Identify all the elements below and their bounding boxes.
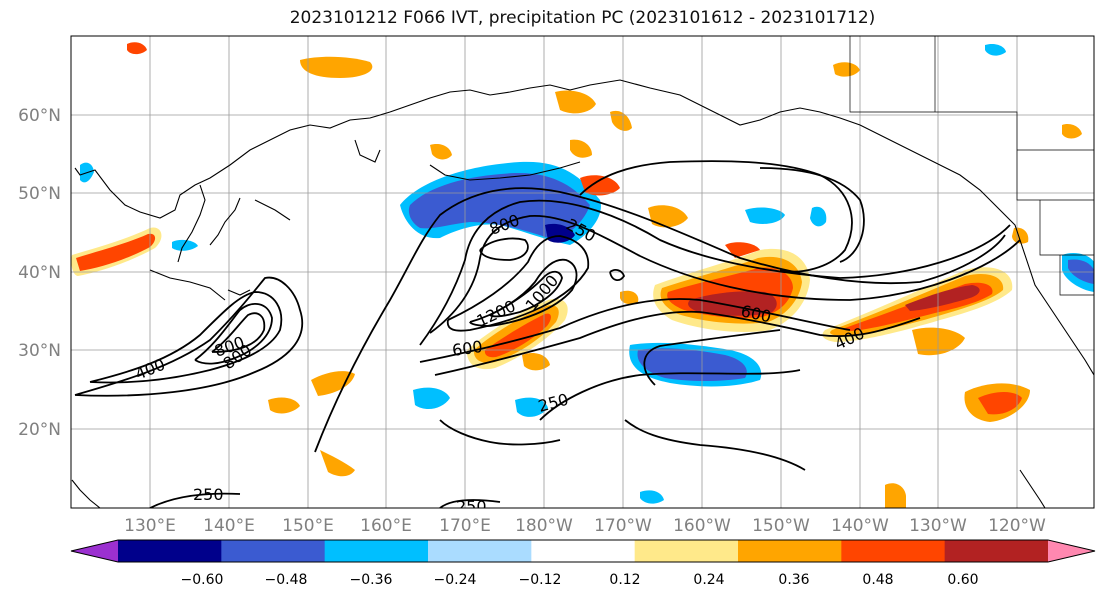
longitude-labels: 130°E 140°E 150°E 160°E 170°E 180°W 170°… <box>124 516 1046 536</box>
colorbar-segments <box>70 539 1096 563</box>
colorbar-tick-label: 0.48 <box>862 572 893 588</box>
lon-label: 130°E <box>124 516 176 536</box>
lat-label: 20°N <box>18 420 61 440</box>
ivt-contours <box>74 160 1021 508</box>
lon-label: 180°W <box>515 516 573 536</box>
latitude-labels: 60°N 50°N 40°N 30°N 20°N <box>18 106 61 440</box>
contour-label: 250 <box>193 485 224 504</box>
colorbar-tick-label: −0.12 <box>519 572 562 588</box>
colorbar-segment <box>944 540 1049 562</box>
colorbar-outline <box>70 539 1096 563</box>
colorbar-tick-label: 0.60 <box>947 572 978 588</box>
colorbar-segment <box>324 540 429 562</box>
lon-label: 140°W <box>831 516 889 536</box>
colorbar-segment <box>118 540 222 562</box>
colorbar-tick-label: −0.36 <box>350 572 393 588</box>
political-borders <box>849 36 1094 296</box>
colorbar-tick-label: −0.60 <box>181 572 224 588</box>
colorbar-tick-label: −0.48 <box>265 572 308 588</box>
colorbar-segment <box>634 540 739 562</box>
colorbar-tick-labels: −0.60 −0.48 −0.36 −0.24 −0.12 0.12 0.24 … <box>181 572 979 588</box>
colorbar-segment <box>221 540 326 562</box>
lon-label: 130°W <box>909 516 967 536</box>
colorbar-segment <box>841 540 946 562</box>
colorbar-segment <box>531 540 636 562</box>
lon-label: 120°W <box>988 516 1046 536</box>
colorbar-tick-label: 0.12 <box>609 572 640 588</box>
colorbar-tick-label: 0.36 <box>778 572 809 588</box>
lon-label: 170°E <box>439 516 491 536</box>
lat-label: 50°N <box>18 184 61 204</box>
contour-label: 250 <box>456 497 487 516</box>
graticule <box>71 36 1094 508</box>
map-frame <box>70 35 1095 509</box>
lon-label: 140°E <box>203 516 255 536</box>
lon-label: 160°E <box>360 516 412 536</box>
lat-label: 60°N <box>18 106 61 126</box>
colorbar-extend-min <box>71 540 118 562</box>
colorbar: −0.60 −0.48 −0.36 −0.24 −0.12 0.12 0.24 … <box>70 539 1096 588</box>
map-title: 2023101212 F066 IVT, precipitation PC (2… <box>289 8 876 28</box>
lon-label: 170°W <box>594 516 652 536</box>
colorbar-segment <box>738 540 842 562</box>
map-area: 250 250 250 250 400 400 600 600 800 800 … <box>71 36 1094 516</box>
contour-label: 600 <box>451 337 484 360</box>
lon-label: 150°W <box>752 516 810 536</box>
colorbar-segment <box>428 540 532 562</box>
colorbar-tick-label: 0.24 <box>693 572 724 588</box>
coastlines <box>71 79 1094 508</box>
lon-label: 160°W <box>673 516 731 536</box>
lon-label: 150°E <box>282 516 334 536</box>
lat-label: 30°N <box>18 341 61 361</box>
lat-label: 40°N <box>18 263 61 283</box>
colorbar-tick-label: −0.24 <box>434 572 477 588</box>
colorbar-extend-max <box>1048 540 1095 562</box>
